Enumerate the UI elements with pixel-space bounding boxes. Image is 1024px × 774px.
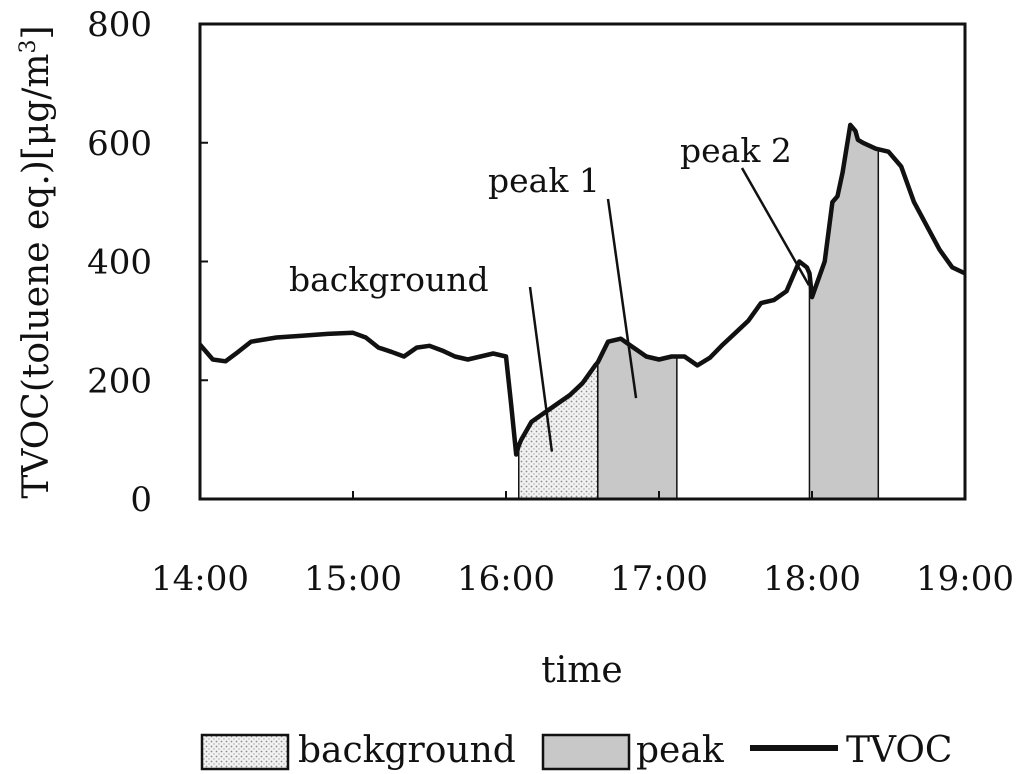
x-tick-label: 16:00 bbox=[457, 559, 555, 599]
annotation-background-label: background bbox=[289, 260, 489, 299]
legend-swatch-background bbox=[200, 733, 290, 771]
annotation-peak-2-leader bbox=[740, 167, 811, 286]
x-axis-title: time bbox=[541, 650, 622, 691]
x-tick-label: 15:00 bbox=[304, 559, 402, 599]
annotation-peak-2-label: peak 2 bbox=[680, 131, 792, 170]
x-tick-label: 14:00 bbox=[151, 559, 249, 599]
series-tvoc-line bbox=[198, 122, 966, 457]
y-tick-label: 600 bbox=[87, 124, 152, 164]
region-peak-1 bbox=[597, 337, 678, 500]
x-tick-label: 19:00 bbox=[916, 559, 1014, 599]
legend-label-peak: peak bbox=[636, 730, 725, 771]
y-tick-label: 800 bbox=[87, 5, 152, 45]
x-tick-label: 17:00 bbox=[610, 559, 708, 599]
x-tick-label: 18:00 bbox=[763, 559, 861, 599]
region-peak-2 bbox=[808, 123, 880, 500]
legend-label-background: background bbox=[298, 730, 516, 771]
annotation-peak-1-label: peak 1 bbox=[488, 161, 600, 200]
annotation-background-leader bbox=[528, 286, 554, 452]
y-axis: 0 200 400 600 800 bbox=[87, 5, 208, 520]
legend-swatch-peak bbox=[541, 733, 631, 771]
y-axis-title-end: ] bbox=[16, 25, 57, 39]
y-axis-title-main: TVOC(toluene eq.)[μg/m bbox=[16, 53, 57, 498]
y-tick-label: 400 bbox=[87, 243, 152, 283]
annotation-peak-1-leader bbox=[606, 198, 638, 399]
y-tick-label: 200 bbox=[87, 361, 152, 401]
y-tick-label: 0 bbox=[130, 480, 152, 520]
annotations: background peak 1 peak 2 bbox=[289, 131, 811, 452]
legend: background peak TVOC bbox=[200, 730, 952, 771]
y-axis-title-sup: 3 bbox=[16, 39, 41, 53]
y-axis-title: TVOC(toluene eq.)[μg/m3] bbox=[16, 25, 57, 498]
series-layer bbox=[198, 122, 966, 457]
region-background bbox=[518, 360, 599, 500]
x-axis: 14:00 15:00 16:00 17:00 18:00 19:00 bbox=[151, 491, 1014, 599]
legend-label-tvoc: TVOC bbox=[846, 730, 952, 771]
shaded-regions bbox=[518, 123, 880, 500]
